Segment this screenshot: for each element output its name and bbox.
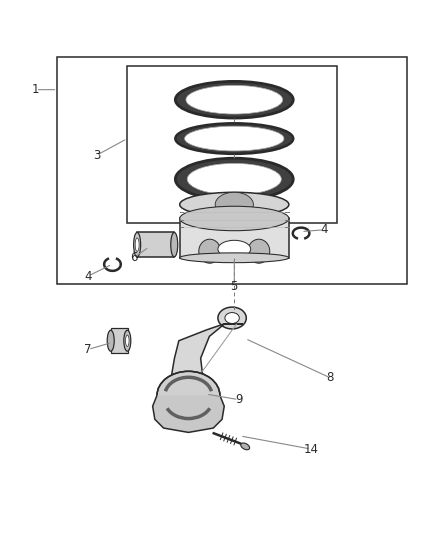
Ellipse shape: [218, 240, 251, 258]
Polygon shape: [152, 395, 224, 432]
Ellipse shape: [157, 372, 220, 419]
Ellipse shape: [126, 335, 129, 346]
Ellipse shape: [186, 85, 283, 114]
Ellipse shape: [185, 126, 284, 151]
Bar: [57, 57, 407, 284]
Ellipse shape: [107, 330, 114, 351]
Text: 4: 4: [84, 270, 92, 282]
Ellipse shape: [135, 238, 139, 252]
Ellipse shape: [241, 443, 250, 450]
Text: 7: 7: [84, 343, 92, 356]
Polygon shape: [172, 324, 243, 386]
Ellipse shape: [134, 232, 141, 257]
Text: 4: 4: [320, 223, 328, 236]
Ellipse shape: [175, 82, 293, 118]
Ellipse shape: [180, 206, 289, 231]
Bar: [127, 66, 337, 223]
Text: 1: 1: [32, 83, 39, 96]
Text: 8: 8: [327, 372, 334, 384]
Ellipse shape: [180, 192, 289, 217]
Ellipse shape: [175, 158, 293, 200]
Ellipse shape: [175, 123, 293, 154]
Ellipse shape: [124, 330, 131, 351]
Ellipse shape: [218, 307, 246, 329]
Text: 9: 9: [235, 393, 242, 406]
Ellipse shape: [199, 239, 221, 263]
Bar: [111, 328, 128, 353]
Ellipse shape: [215, 192, 254, 217]
Text: 5: 5: [230, 280, 238, 293]
Ellipse shape: [187, 164, 281, 195]
Ellipse shape: [180, 253, 289, 263]
Ellipse shape: [248, 239, 270, 263]
Ellipse shape: [171, 232, 178, 257]
Text: 3: 3: [93, 149, 100, 161]
Bar: [180, 219, 289, 258]
Text: 6: 6: [130, 251, 138, 264]
Bar: [137, 232, 174, 257]
Text: 14: 14: [303, 442, 318, 456]
Ellipse shape: [225, 312, 239, 324]
